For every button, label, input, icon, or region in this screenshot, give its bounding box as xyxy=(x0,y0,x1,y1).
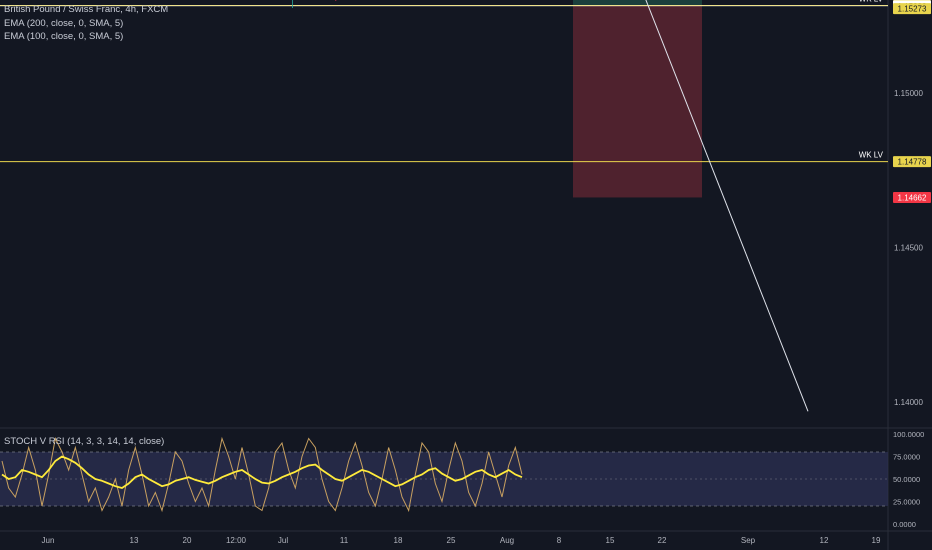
stop-loss-zone xyxy=(573,5,702,198)
price-badge-text: 1.15273 xyxy=(898,5,927,14)
time-tick: 22 xyxy=(658,536,667,545)
price-badge: 1.14778 xyxy=(893,156,931,168)
price-badge: 1.14662 xyxy=(893,191,931,203)
ema200-legend: EMA (200, close, 0, SMA, 5) xyxy=(4,18,124,29)
price-badge-bg xyxy=(893,156,931,168)
weekly-level-label: WK LV xyxy=(859,0,884,4)
price-badge-text: 1.14778 xyxy=(898,158,927,167)
oscillator-tick: 50.0000 xyxy=(893,475,920,484)
time-tick: Jul xyxy=(278,536,288,545)
time-tick: 12:00 xyxy=(226,536,247,545)
weekly-level-label: WK LV xyxy=(859,151,884,160)
time-tick: 18 xyxy=(394,536,403,545)
price-badge-bg xyxy=(893,191,931,203)
time-tick: 8 xyxy=(557,536,562,545)
horizontal-levels xyxy=(0,5,888,163)
time-tick: 12 xyxy=(820,536,829,545)
price-tick: 1.14500 xyxy=(894,244,923,253)
oscillator-tick: 100.0000 xyxy=(893,430,924,439)
time-tick: 11 xyxy=(340,536,349,545)
price-tick: 1.14000 xyxy=(894,398,923,407)
time-axis[interactable]: Jun 13 20 12:00 Jul 11 18 25 Aug 8 15 22 Sep 12 19 xyxy=(42,536,881,545)
ema100-legend: EMA (100, close, 0, SMA, 5) xyxy=(4,31,124,42)
time-tick: Aug xyxy=(500,536,514,545)
price-badge: 1.15273 xyxy=(893,3,931,15)
price-axis[interactable]: CHF1.150001.145001.140001.201261.201221.… xyxy=(853,0,931,407)
annotations: TP2TP1WK LVWK LVWK LV xyxy=(859,0,884,160)
time-tick: 15 xyxy=(606,536,615,545)
time-tick: 25 xyxy=(447,536,456,545)
time-tick: 19 xyxy=(872,536,881,545)
time-tick: 13 xyxy=(130,536,139,545)
time-tick: Sep xyxy=(741,536,756,545)
oscillator-tick: 25.0000 xyxy=(893,498,920,507)
price-badge-text: 1.14662 xyxy=(898,193,927,202)
trend-lines[interactable] xyxy=(193,0,888,412)
oscillator-pane: 100.0000 75.0000 50.0000 25.0000 0.0000 xyxy=(0,430,924,529)
stoch-d-line xyxy=(1,436,523,513)
oscillator-tick: 0.0000 xyxy=(893,520,916,529)
price-tick: 1.15000 xyxy=(894,89,923,98)
descending-trendline xyxy=(645,0,809,412)
oscillator-tick: 75.0000 xyxy=(893,453,920,462)
oscillator-title: STOCH V RSI (14, 3, 3, 14, 14, close) xyxy=(4,436,165,447)
stoch-k-line xyxy=(1,455,523,489)
take-profit-zone xyxy=(573,0,702,6)
chart-title: British Pound / Swiss Franc, 4h, FXCM xyxy=(4,4,169,15)
time-tick: 20 xyxy=(183,536,192,545)
price-badge-bg xyxy=(893,3,931,15)
zones xyxy=(573,0,702,198)
time-tick: Jun xyxy=(42,536,55,545)
